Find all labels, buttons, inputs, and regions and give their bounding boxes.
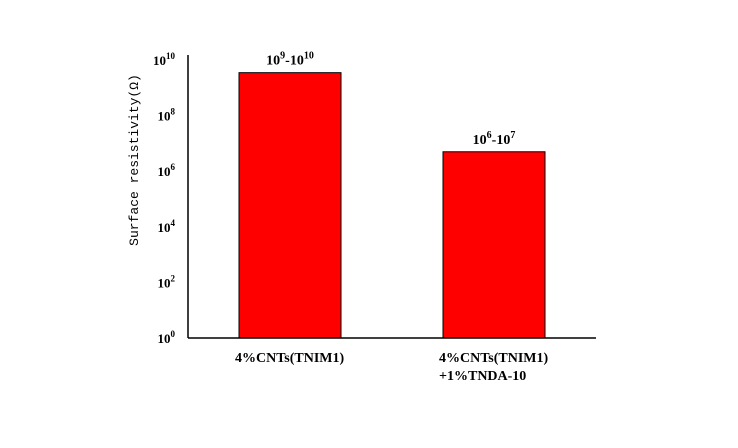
x-category-labels: 4%CNTs(TNIM1) 4%CNTs(TNIM1) +1%TNDA-10 (235, 351, 548, 384)
y-tick-label: 102 (158, 273, 176, 290)
bar (442, 151, 546, 339)
y-tick-label: 104 (158, 218, 176, 235)
y-tick-label: 108 (158, 107, 176, 124)
bar (238, 72, 342, 339)
bars (238, 72, 546, 339)
y-tick-label: 100 (158, 329, 176, 346)
data-label: 109-1010 (266, 51, 314, 69)
y-axis-label: Surface resistivity(Ω) (127, 74, 142, 246)
data-labels: 109-1010 106-107 (266, 51, 515, 148)
y-tick-label: 1010 (153, 51, 176, 68)
x-category-label: 4%CNTs(TNIM1) (235, 351, 344, 366)
y-tick-label: 106 (158, 162, 176, 179)
y-tick-labels: 100 102 104 106 108 1010 (153, 51, 176, 346)
x-category-label: 4%CNTs(TNIM1) +1%TNDA-10 (439, 351, 548, 384)
data-label: 106-107 (473, 130, 516, 148)
